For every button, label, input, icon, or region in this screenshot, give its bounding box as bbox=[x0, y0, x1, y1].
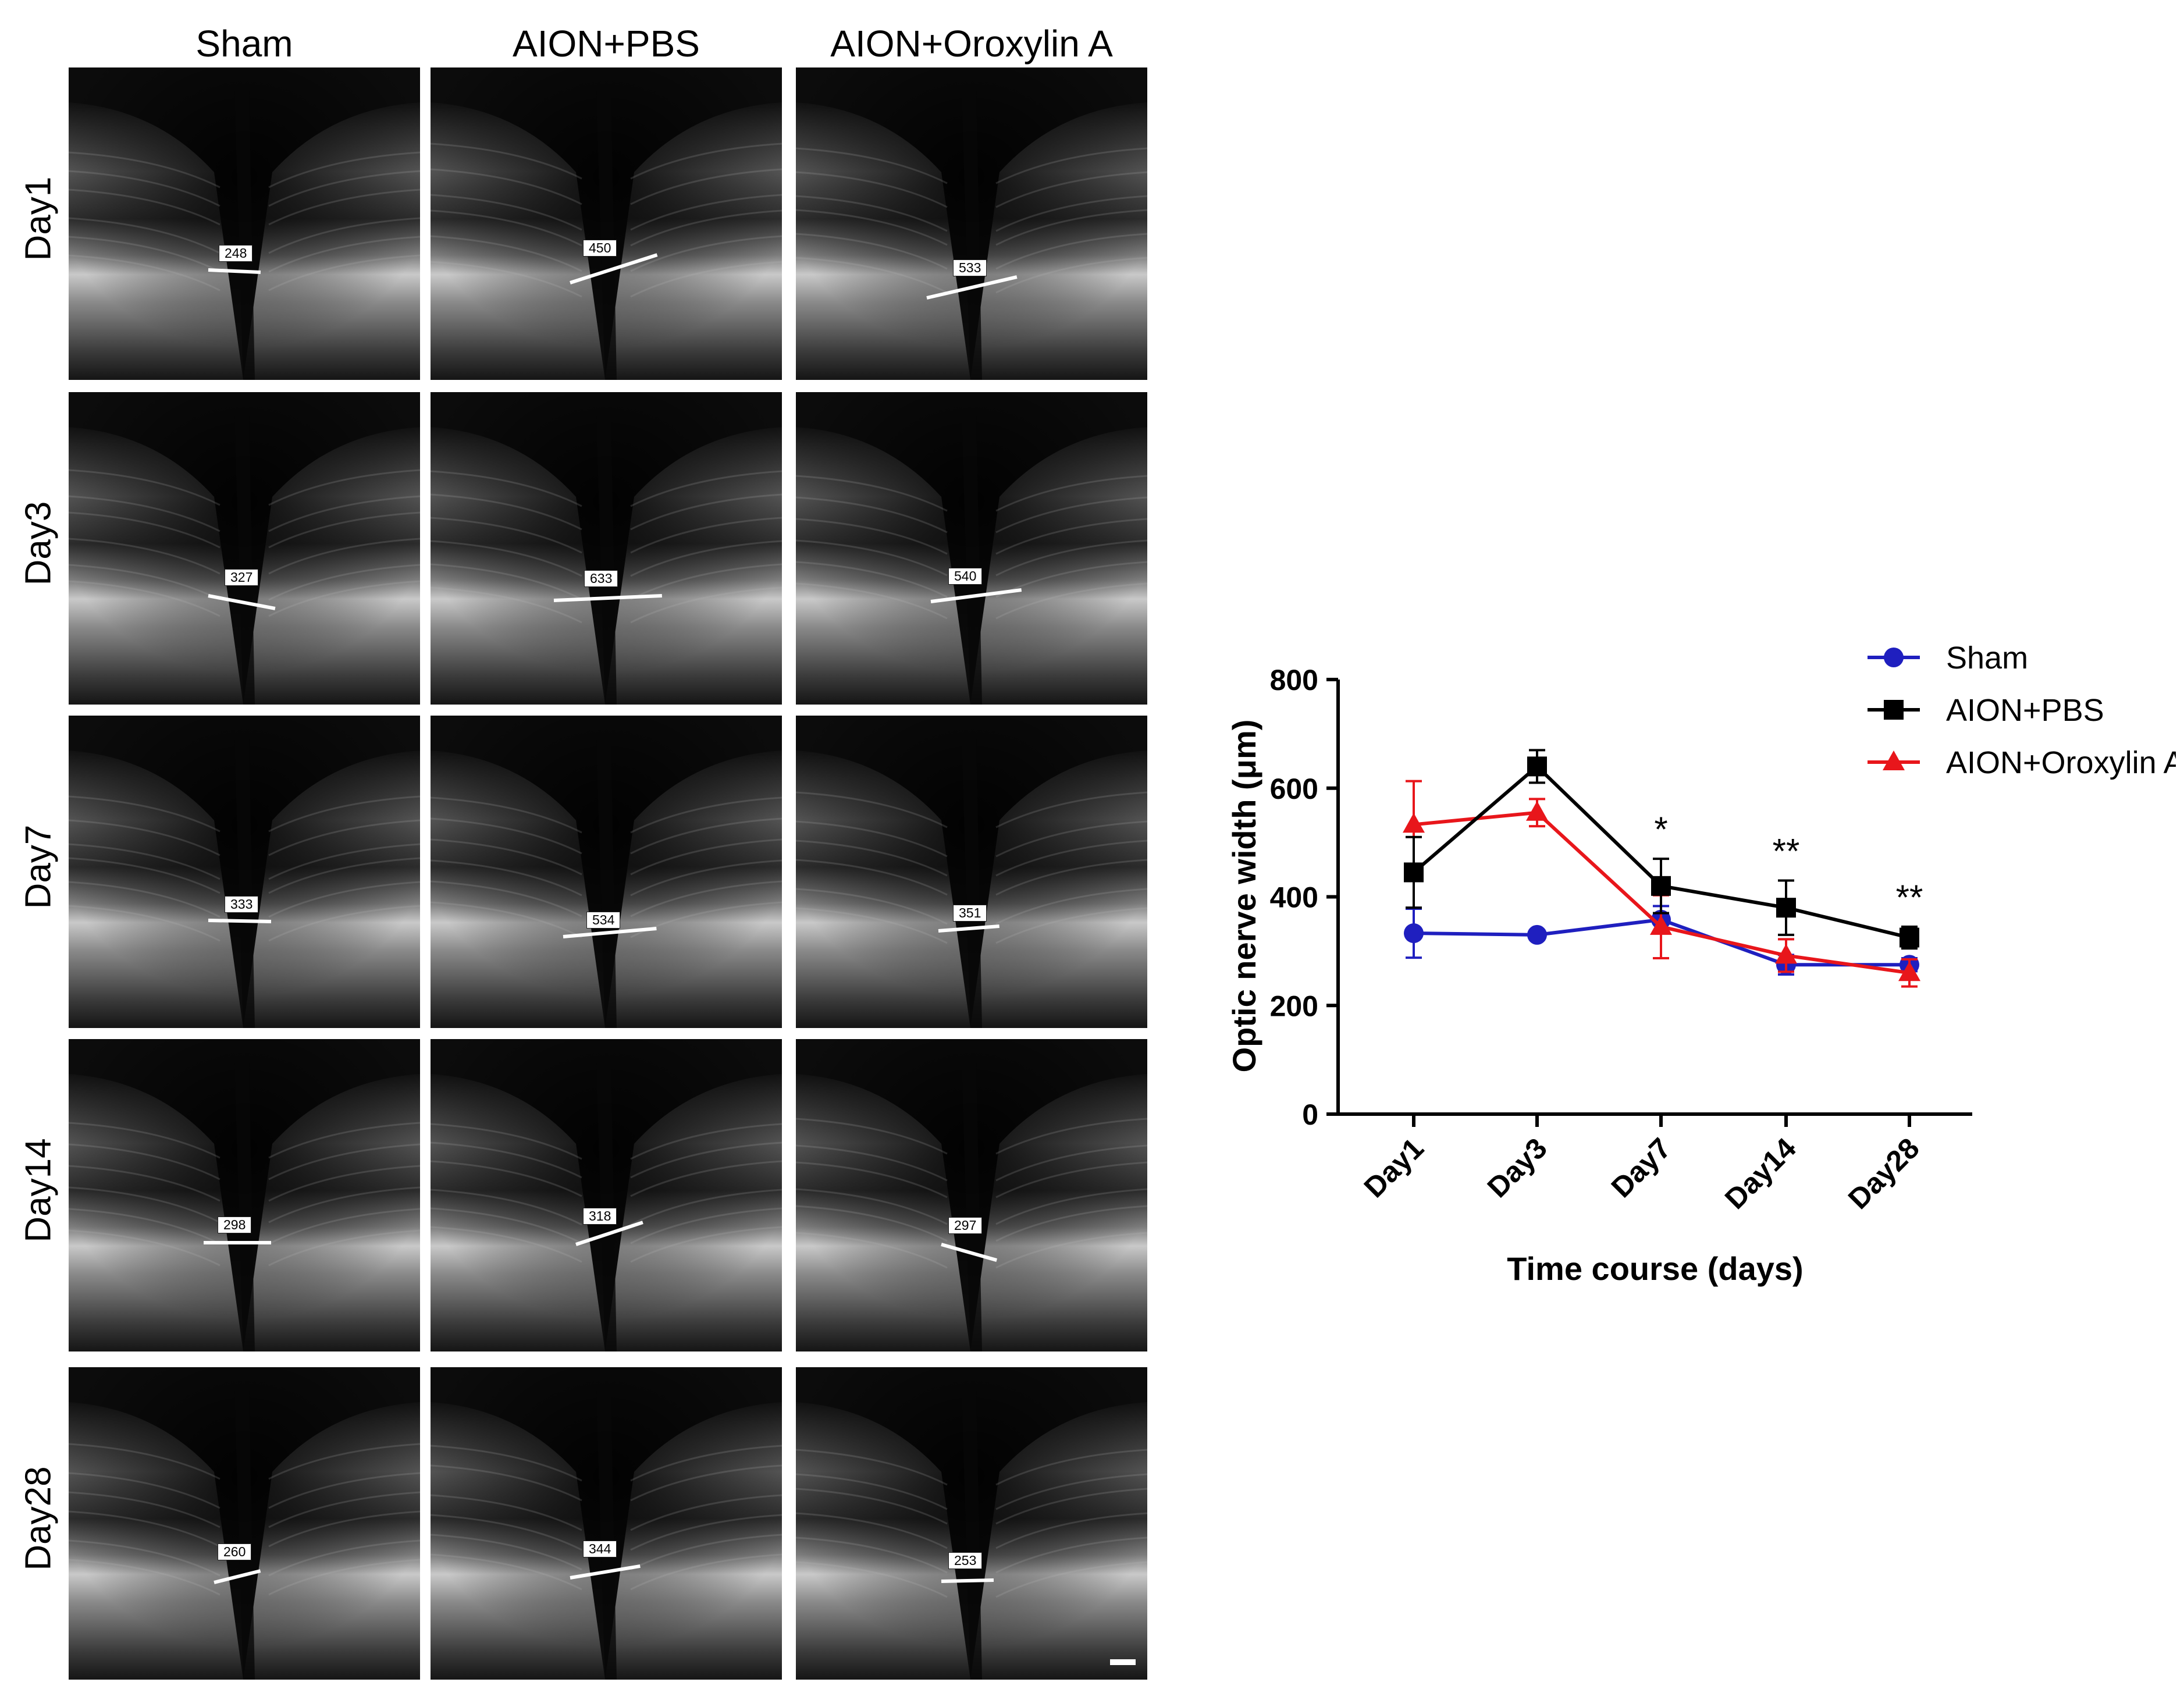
y-tick-label: 600 bbox=[1270, 773, 1318, 805]
data-point-aion-pbs bbox=[1404, 862, 1424, 883]
legend-label: AION+PBS bbox=[1946, 693, 2104, 728]
measurement-value: 333 bbox=[225, 896, 259, 913]
measurement-value: 534 bbox=[586, 912, 621, 929]
data-point-sham bbox=[1527, 924, 1547, 945]
x-tick-label: Day28 bbox=[1842, 1132, 1926, 1215]
optic-nerve-width-chart: 0 200 400 600 800 Day1 Day3 Day7 Day14 Day28 Time … bbox=[1226, 641, 2176, 1287]
measurement-value: 248 bbox=[219, 245, 253, 262]
oct-scan-image bbox=[796, 716, 1147, 1028]
oct-panel-sham-day3: 327 bbox=[69, 392, 420, 705]
oct-panel-sham-day28: 260 bbox=[69, 1367, 420, 1680]
measurement-value: 533 bbox=[953, 259, 987, 276]
oct-scan-image bbox=[69, 1039, 420, 1351]
measurement-value: 450 bbox=[583, 240, 617, 257]
x-tick-label: Day7 bbox=[1605, 1132, 1677, 1204]
y-tick-label: 0 bbox=[1302, 1098, 1318, 1131]
oct-panel-aion-pbs-day14: 318 bbox=[431, 1039, 782, 1351]
y-tick-label: 200 bbox=[1270, 990, 1318, 1022]
measurement-line bbox=[204, 1241, 271, 1244]
oct-scan-image bbox=[431, 1367, 782, 1680]
oct-scan-image bbox=[796, 67, 1147, 380]
data-point-aion-pbs bbox=[1776, 898, 1796, 918]
legend-marker bbox=[1884, 700, 1904, 720]
oct-scan-image bbox=[69, 1367, 420, 1680]
oct-scan-image bbox=[69, 67, 420, 380]
y-axis-title: Optic nerve width (μm) bbox=[1226, 720, 1262, 1073]
oct-panel-aion-oroxylin-day7: 351 bbox=[796, 716, 1147, 1028]
measurement-value: 633 bbox=[584, 570, 618, 587]
data-point-aion-oroxylin-a bbox=[1526, 801, 1548, 821]
oct-scan-image bbox=[796, 392, 1147, 705]
oct-scan-image bbox=[796, 1367, 1147, 1680]
significance-marker: ** bbox=[1773, 831, 1800, 870]
column-header-aion-oroxylin: AION+Oroxylin A bbox=[830, 23, 1113, 65]
oct-scan-image bbox=[431, 67, 782, 380]
scale-bar bbox=[1110, 1659, 1136, 1665]
oct-scan-image bbox=[431, 1039, 782, 1351]
measurement-value: 297 bbox=[948, 1217, 983, 1234]
oct-scan-image bbox=[431, 392, 782, 705]
measurement-value: 344 bbox=[583, 1541, 617, 1557]
data-point-aion-oroxylin-a bbox=[1403, 813, 1425, 833]
measurement-value: 351 bbox=[953, 905, 987, 922]
x-tick-label: Day3 bbox=[1481, 1132, 1553, 1204]
y-tick-label: 800 bbox=[1270, 664, 1318, 696]
oct-panel-aion-pbs-day1: 450 bbox=[431, 67, 782, 380]
column-header-aion-pbs: AION+PBS bbox=[513, 23, 700, 65]
legend-label: AION+Oroxylin A bbox=[1946, 745, 2176, 780]
data-point-aion-oroxylin-a bbox=[1898, 961, 1920, 981]
x-tick-label: Day14 bbox=[1719, 1132, 1802, 1215]
measurement-value: 540 bbox=[948, 568, 983, 585]
significance-marker: ** bbox=[1896, 878, 1923, 917]
legend-marker bbox=[1884, 648, 1904, 667]
oct-panel-aion-oroxylin-day28: 253 bbox=[796, 1367, 1147, 1680]
oct-scan-image bbox=[431, 716, 782, 1028]
data-point-aion-pbs bbox=[1900, 927, 1919, 948]
row-label-day14: Day14 bbox=[18, 1138, 59, 1243]
oct-panel-aion-pbs-day7: 534 bbox=[431, 716, 782, 1028]
data-point-aion-pbs bbox=[1651, 876, 1671, 896]
oct-scan-image bbox=[69, 392, 420, 705]
measurement-value: 253 bbox=[948, 1552, 983, 1569]
oct-panel-aion-oroxylin-day3: 540 bbox=[796, 392, 1147, 705]
oct-panel-sham-day1: 248 bbox=[69, 67, 420, 380]
column-header-sham: Sham bbox=[195, 23, 293, 65]
legend-marker bbox=[1883, 751, 1905, 770]
measurement-value: 298 bbox=[218, 1217, 252, 1233]
oct-panel-aion-oroxylin-day14: 297 bbox=[796, 1039, 1147, 1351]
row-label-day28: Day28 bbox=[18, 1466, 59, 1571]
data-point-aion-oroxylin-a bbox=[1775, 944, 1797, 964]
x-axis-title: Time course (days) bbox=[1507, 1250, 1803, 1287]
measurement-value: 260 bbox=[218, 1543, 252, 1560]
data-point-aion-oroxylin-a bbox=[1650, 915, 1672, 935]
oct-panel-sham-day7: 333 bbox=[69, 716, 420, 1028]
x-tick-label: Day1 bbox=[1358, 1132, 1430, 1204]
oct-panel-aion-pbs-day28: 344 bbox=[431, 1367, 782, 1680]
data-point-sham bbox=[1404, 923, 1424, 944]
row-label-day3: Day3 bbox=[18, 501, 59, 586]
row-label-day1: Day1 bbox=[18, 176, 59, 261]
row-label-day7: Day7 bbox=[18, 824, 59, 909]
oct-panel-sham-day14: 298 bbox=[69, 1039, 420, 1351]
y-tick-label: 400 bbox=[1270, 881, 1318, 914]
legend-label: Sham bbox=[1946, 641, 2028, 675]
measurement-value: 327 bbox=[225, 569, 259, 586]
measurement-value: 318 bbox=[583, 1208, 617, 1225]
oct-scan-image bbox=[69, 716, 420, 1028]
data-point-aion-pbs bbox=[1527, 756, 1547, 777]
significance-marker: * bbox=[1654, 810, 1667, 849]
oct-panel-aion-pbs-day3: 633 bbox=[431, 392, 782, 705]
oct-panel-aion-oroxylin-day1: 533 bbox=[796, 67, 1147, 380]
oct-scan-image bbox=[796, 1039, 1147, 1351]
